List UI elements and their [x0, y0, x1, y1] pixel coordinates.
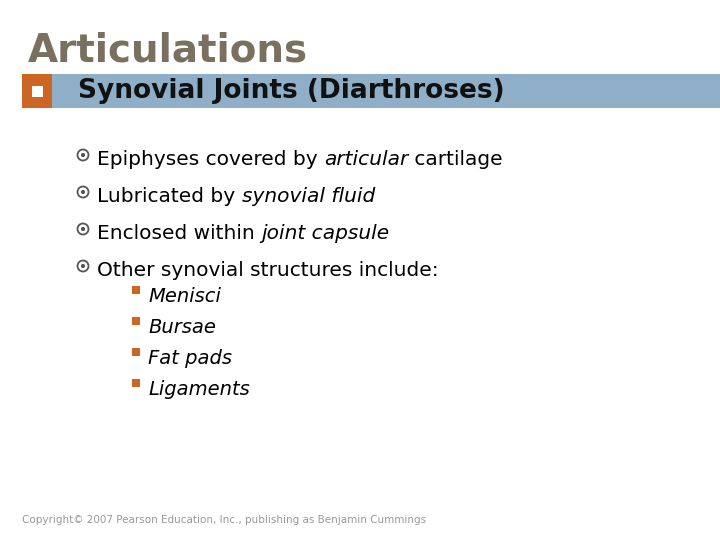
Text: Other synovial structures include:: Other synovial structures include: — [97, 261, 438, 280]
Bar — [52, 74, 720, 108]
Text: cartilage: cartilage — [408, 150, 503, 169]
Text: Menisci: Menisci — [148, 287, 221, 306]
Text: Enclosed within: Enclosed within — [97, 224, 261, 243]
Bar — [132, 379, 140, 387]
Text: Fat pads: Fat pads — [148, 349, 232, 368]
Bar — [132, 286, 140, 294]
Text: Copyright© 2007 Pearson Education, Inc., publishing as Benjamin Cummings: Copyright© 2007 Pearson Education, Inc.,… — [22, 515, 426, 525]
Circle shape — [81, 264, 85, 268]
Circle shape — [81, 227, 85, 231]
Circle shape — [78, 150, 89, 160]
Circle shape — [78, 260, 89, 272]
Bar — [132, 348, 140, 356]
Text: articular: articular — [324, 150, 408, 169]
Text: Ligaments: Ligaments — [148, 380, 250, 399]
Bar — [132, 317, 140, 325]
Circle shape — [81, 190, 85, 194]
Text: Lubricated by: Lubricated by — [97, 187, 241, 206]
Text: Articulations: Articulations — [28, 32, 308, 70]
Circle shape — [81, 153, 85, 157]
Bar — [32, 85, 42, 97]
Text: joint capsule: joint capsule — [261, 224, 390, 243]
Circle shape — [78, 186, 89, 198]
Text: synovial fluid: synovial fluid — [241, 187, 374, 206]
Text: Bursae: Bursae — [148, 318, 216, 337]
Bar — [22, 74, 52, 108]
Text: Synovial Joints (Diarthroses): Synovial Joints (Diarthroses) — [78, 78, 505, 104]
Circle shape — [78, 224, 89, 234]
Text: Epiphyses covered by: Epiphyses covered by — [97, 150, 324, 169]
